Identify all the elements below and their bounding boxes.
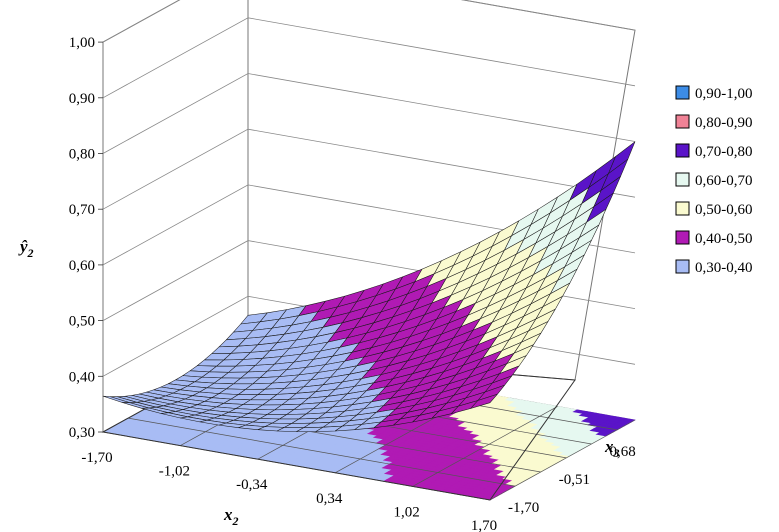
z-tick-label: 0,30 — [69, 425, 95, 441]
z-tick-label: 1,00 — [69, 35, 95, 51]
x-tick-label: -1,70 — [81, 450, 112, 466]
z-gridline — [102, 73, 636, 154]
legend-swatch — [675, 114, 690, 129]
x-tick-label: 1,02 — [393, 504, 419, 520]
y-tick-label: 0,68 — [610, 444, 636, 460]
z-gridline — [102, 128, 636, 210]
response-surface — [102, 141, 636, 432]
y-tick-label: -0,51 — [559, 472, 590, 488]
y-tick-label: -1,70 — [508, 500, 539, 516]
legend-swatch — [675, 172, 690, 187]
z-gridline — [102, 17, 636, 99]
legend-swatch — [675, 85, 690, 100]
x-tick-label: 0,34 — [316, 491, 343, 507]
legend-swatch — [675, 143, 690, 158]
legend-label: 0,80-0,90 — [695, 115, 753, 131]
z-tick-label: 0,60 — [69, 258, 95, 274]
z-tick-label: 0,70 — [69, 202, 95, 218]
chart-legend: 0,90-1,00 0,80-0,90 0,70-0,80 0,60-0,70 0,50… — [675, 85, 753, 276]
y-axis-title: x3 — [604, 437, 620, 460]
z-tick-label: 0,90 — [69, 91, 95, 107]
z-gridline — [102, 0, 636, 43]
x-tick-label: 1,70 — [471, 518, 497, 532]
z-tick-label: 0,50 — [69, 314, 95, 330]
legend-label: 0,50-0,60 — [695, 202, 753, 218]
legend-label: 0,70-0,80 — [695, 144, 753, 160]
legend-label: 0,40-0,50 — [695, 231, 753, 247]
z-tick-label: 0,80 — [69, 147, 95, 163]
legend-label: 0,90-1,00 — [695, 86, 753, 102]
legend-swatch — [675, 259, 690, 274]
legend-label: 0,60-0,70 — [695, 173, 753, 189]
legend-label: 0,30-0,40 — [695, 260, 753, 276]
legend-swatch — [675, 201, 690, 216]
surface-cell — [470, 394, 498, 409]
floor-gridline — [412, 406, 558, 487]
legend-swatch — [675, 230, 690, 245]
chart-axes: 0,30 0,40 0,50 0,60 0,70 0,80 0,90 1,00 -1,70 -1,… — [69, 35, 636, 532]
floor-gridline — [128, 417, 516, 487]
z-axis-title: ŷ2 — [18, 237, 34, 260]
floor-gridline — [489, 419, 636, 501]
x-tick-label: -0,34 — [236, 477, 268, 493]
x-tick-label: -1,02 — [159, 464, 190, 480]
z-tick-label: 0,40 — [69, 369, 95, 385]
x-axis-title: x2 — [223, 505, 239, 528]
